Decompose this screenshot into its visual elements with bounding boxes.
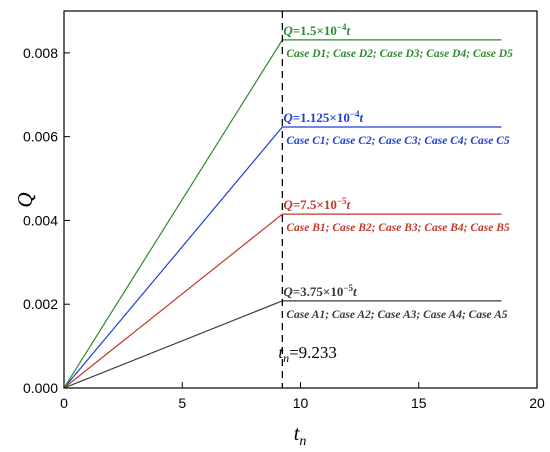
series-equation-4: Q=1.5×10−4t [283, 22, 350, 38]
series-cases-1: Case A1; Case A2; Case A3; Case A4; Case… [286, 309, 507, 321]
x-axis-title-var: t [294, 421, 301, 445]
series-line-3 [63, 126, 502, 389]
y-tick-label: 0.006 [23, 129, 58, 145]
y-tick-label: 0.004 [23, 212, 58, 228]
series-line-2 [63, 213, 502, 389]
series-cases-3: Case C1; Case C2; Case C3; Case C4; Case… [286, 135, 510, 147]
tick-layer: 0 5 10 15 20 0.000 0.002 0.004 0.006 0.008 [23, 45, 545, 411]
x-tick-label: 5 [178, 395, 186, 411]
tn-marker-label: tn=9.233 [278, 343, 337, 365]
label-layer: Q=3.75×10−5t Case A1; Case A2; Case A3; C… [283, 22, 513, 321]
series-equation-2: Q=7.5×10−5t [283, 196, 350, 212]
x-axis-title-sub: n [299, 434, 306, 449]
y-tick-label: 0.000 [23, 380, 58, 396]
x-tick-label: 20 [529, 395, 545, 411]
series-cases-4: Case D1; Case D2; Case D3; Case D4; Case… [286, 48, 513, 60]
x-tick-label: 10 [293, 395, 309, 411]
y-axis-title: Q [13, 192, 37, 207]
y-tick-label: 0.002 [23, 296, 58, 312]
marker-layer: tn=9.233 [278, 11, 337, 388]
series-cases-2: Case B1; Case B2; Case B3; Case B4; Case… [286, 222, 510, 234]
x-tick-label: 0 [60, 395, 68, 411]
series-equation-1: Q=3.75×10−5t [283, 283, 357, 299]
x-tick-label: 15 [411, 395, 427, 411]
y-tick-label: 0.008 [23, 45, 58, 61]
x-axis-title: tn [294, 421, 307, 449]
series-equation-3: Q=1.125×10−4t [283, 109, 363, 125]
